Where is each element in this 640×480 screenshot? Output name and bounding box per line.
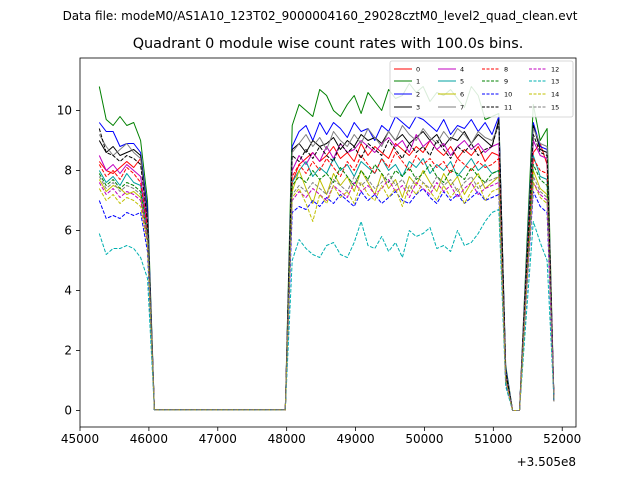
legend-label-7: 7 [460,104,464,112]
x-tick-label: 47000 [199,432,237,446]
x-tick-label: 45000 [61,432,99,446]
legend-label-9: 9 [504,78,508,86]
legend-label-11: 11 [504,104,512,112]
legend-label-0: 0 [416,66,420,74]
legend-label-6: 6 [460,91,464,99]
y-tick-label: 0 [64,404,72,418]
legend-label-5: 5 [460,78,464,86]
x-tick-label: 48000 [268,432,306,446]
y-tick-label: 8 [64,164,72,178]
series-line-8 [98,152,555,411]
series-line-12 [98,179,555,411]
series-layer [98,83,555,411]
y-tick-label: 2 [64,344,72,358]
x-tick-label: 46000 [130,432,168,446]
legend-label-2: 2 [416,91,420,99]
legend-label-1: 1 [416,78,420,86]
suptitle: Data file: modeM0/AS1A10_123T02_90000041… [63,9,578,23]
legend-label-8: 8 [504,66,508,74]
x-tick-label: 49000 [336,432,374,446]
x-tick-label: 51000 [474,432,512,446]
chart-title: Quadrant 0 module wise count rates with … [133,36,524,52]
legend-label-12: 12 [551,66,559,74]
legend-label-4: 4 [460,66,464,74]
x-tick-label: 50000 [405,432,443,446]
series-line-14 [98,182,555,411]
y-tick-label: 4 [64,284,72,298]
x-tick-label: 52000 [543,432,581,446]
legend-label-13: 13 [551,78,559,86]
y-tick-label: 10 [57,104,72,118]
legend-label-10: 10 [504,91,512,99]
x-offset-label: +3.505e8 [517,455,576,469]
x-axis: 45000 46000 47000 48000 49000 50000 51000 52000 [61,427,581,446]
plot-frame [79,57,577,428]
legend-label-15: 15 [551,104,559,112]
y-tick-label: 6 [64,224,72,238]
legend-box [389,60,574,118]
series-line-15 [98,173,555,411]
legend-label-14: 14 [551,91,559,99]
legend-label-3: 3 [416,104,420,112]
y-axis: 0 2 4 6 8 10 [57,104,80,418]
